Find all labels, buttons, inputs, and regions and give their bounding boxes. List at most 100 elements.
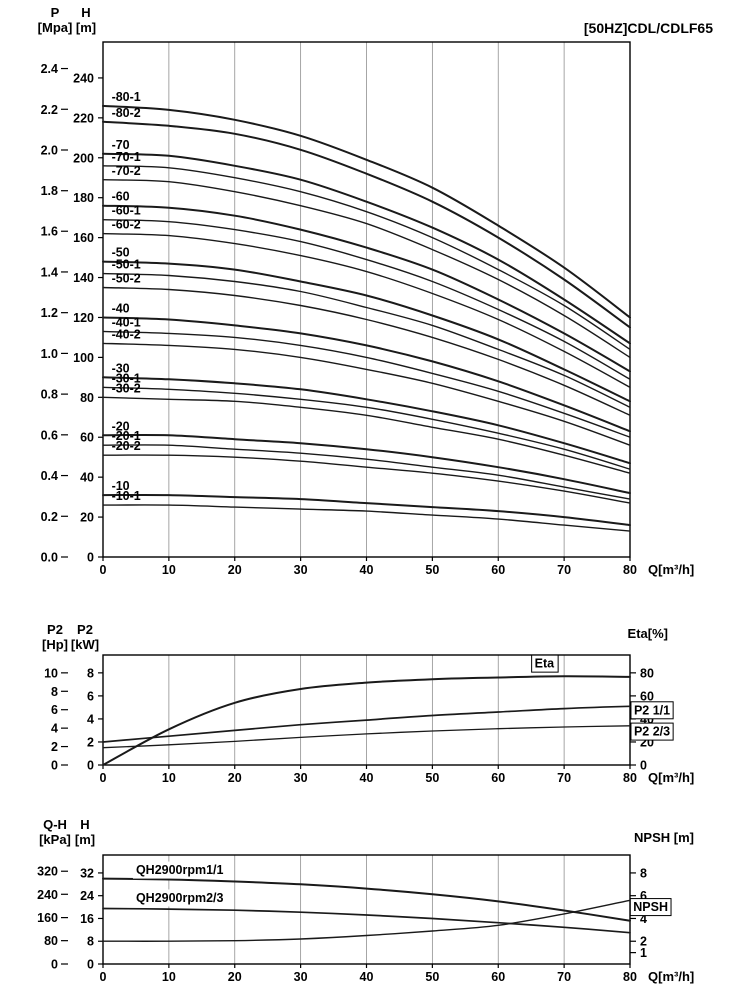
curve-label: -20-1 [112,429,141,443]
curve [102,493,631,527]
inner-y-tick-label: 160 [73,231,94,245]
curve [102,204,631,373]
curve [102,260,631,403]
chart-singlestage-npsh: 0 10 20 30 40 50 60 70 8032024016080032241680864… [37,854,672,984]
outer-y-tick-label: 160 [37,911,58,925]
curve-label: -70-1 [112,150,141,164]
curve-label: -10-1 [112,489,141,503]
curve-label: -50 [112,246,130,260]
inner-y-tick-label: 180 [73,191,94,205]
inner-y-tick-label: 200 [73,151,94,165]
curve-label: -80-1 [112,90,141,104]
inner-y-tick-label: 40 [80,471,94,485]
curve-label: -40-1 [112,315,141,329]
curve-label: -30 [112,361,130,375]
outer-y-tick-label: 0 [51,759,58,773]
curve [102,342,631,446]
x-tick-label: 80 [623,771,637,785]
outer-y-tick-label: 1.0 [41,347,58,361]
curve [102,725,631,749]
outer-y-tick-label: 2.4 [41,62,58,76]
outer-y-tick-label: 6 [51,703,58,717]
curve-label: -10 [112,479,130,493]
inner-y-tick-label: 8 [87,935,94,949]
axis-title-power-hp-unit: [Hp] [42,637,68,652]
right-y-tick-label: 2 [640,935,647,949]
outer-y-tick-label: 0.0 [41,551,58,565]
inner-y-tick-label: 20 [80,511,94,525]
curve [102,433,631,495]
axis-title-head2-unit: [m] [75,832,95,847]
right-y-tick-label: 6 [640,889,647,903]
axis-title-power-kw-symbol: P2 [77,622,93,637]
x-tick-label: 30 [294,771,308,785]
axis-title-efficiency: Eta[%] [628,626,668,641]
x-tick-label: 80 [623,970,637,984]
outer-y-tick-label: 0.2 [41,510,58,524]
axis-title-qh-unit: [kPa] [39,832,71,847]
x-tick-label: 50 [425,563,439,577]
outer-y-tick-label: 1.4 [41,265,58,279]
outer-y-tick-label: 2.0 [41,143,58,157]
axis-title-pressure-symbol: P [51,5,60,20]
axis-title-qh-symbol: Q-H [43,817,67,832]
inner-y-tick-label: 240 [73,71,94,85]
inner-y-tick-label: 8 [87,666,94,680]
x-tick-label: 30 [294,970,308,984]
right-y-tick-label: 8 [640,866,647,880]
inner-y-tick-label: 140 [73,271,94,285]
x-tick-label: 60 [491,563,505,577]
axis-title-npsh: NPSH [m] [634,830,694,845]
curve [102,219,631,380]
curve [102,444,631,500]
outer-y-tick-label: 1.6 [41,225,58,239]
x-tick-label: 60 [491,771,505,785]
curve [102,165,631,351]
inner-y-tick-label: 0 [87,759,94,773]
curve-label: QH2900rpm1/1 [136,863,224,877]
curve-label-box [629,898,672,917]
curve-label-box [630,722,674,741]
inner-y-tick-label: 32 [80,866,94,880]
right-y-tick-label: 4 [640,912,647,926]
chart-title: [50HZ]CDL/CDLF65 [584,20,713,36]
x-tick-label: 60 [491,970,505,984]
right-y-tick-label: 80 [640,666,654,680]
axis-title-head-symbol: H [81,5,90,20]
x-tick-label: 70 [557,970,571,984]
outer-y-tick-label: 0.8 [41,388,58,402]
curve [102,104,631,319]
flow-axis-unit-main: Q[m³/h] [648,562,694,577]
curve [102,907,631,934]
curve-label: -80-2 [112,106,141,120]
inner-y-tick-label: 4 [87,712,94,726]
inner-y-tick-label: 100 [73,351,94,365]
x-tick-label: 10 [162,970,176,984]
right-y-tick-label: 1 [640,946,647,960]
curve [102,899,631,942]
inner-y-tick-label: 16 [80,912,94,926]
inner-y-tick-label: 2 [87,735,94,749]
curve [102,386,631,470]
outer-y-tick-label: 320 [37,865,58,879]
curve-label: -50-1 [112,258,141,272]
curve [102,232,631,388]
x-tick-label: 70 [557,563,571,577]
outer-y-tick-label: 8 [51,685,58,699]
axis-title-pressure-unit: [Mpa] [38,20,73,35]
axis-title-power-hp-symbol: P2 [47,622,63,637]
curve [102,454,631,504]
outer-y-tick-label: 0 [51,958,58,972]
outer-y-tick-label: 1.8 [41,184,58,198]
curve [102,286,631,416]
curve-label-box [132,889,227,907]
curve-label: -20 [112,419,130,433]
curve-label: NPSH [633,900,668,914]
curve [102,504,631,532]
x-tick-label: 70 [557,771,571,785]
plot-border [102,41,631,558]
inner-y-tick-label: 0 [87,958,94,972]
axis-title-head-unit: [m] [76,20,96,35]
curve-label: Eta [535,657,556,671]
